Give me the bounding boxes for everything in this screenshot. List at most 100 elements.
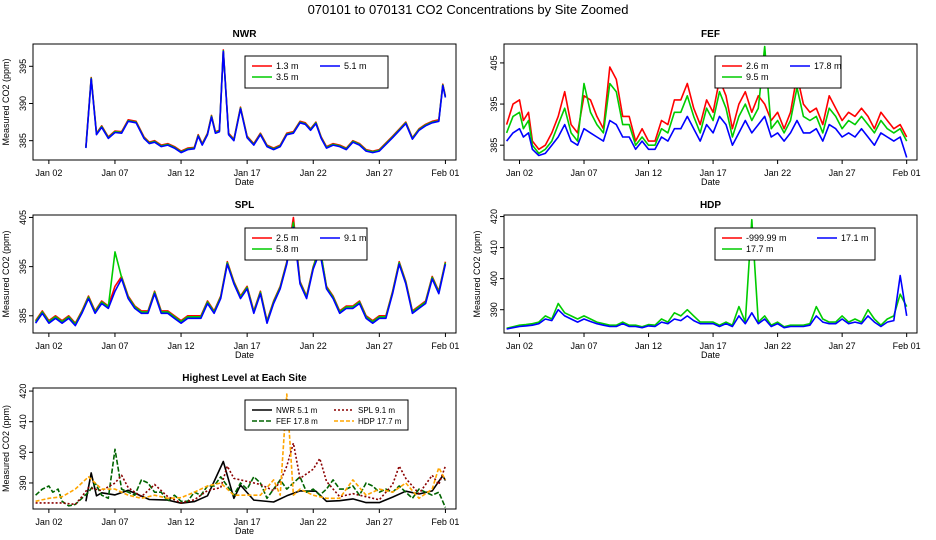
y-tick-label: 405: [18, 210, 28, 225]
legend-label: 5.8 m: [276, 244, 299, 254]
plot-frame: [503, 43, 918, 161]
legend-label: 3.5 m: [276, 72, 299, 82]
page-title: 070101 to 070131 CO2 Concentrations by S…: [308, 2, 629, 17]
legend-label: 2.5 m: [276, 233, 299, 243]
x-tick-label: Feb 01: [893, 341, 921, 351]
x-tick-label: Jan 17: [700, 168, 727, 178]
chart-panel-spl: SPL Jan 02 Jan 07 Jan 12 Jan 17 Jan 22 Jan 27 F…: [1, 200, 459, 360]
x-tick-label: Jan 02: [506, 341, 533, 351]
x-tick-label: Feb 01: [431, 168, 459, 178]
series-line-spl: [35, 442, 447, 506]
x-tick-label: Jan 22: [300, 168, 327, 178]
y-tick-label: 395: [489, 97, 499, 112]
x-tick-label: Jan 27: [829, 341, 856, 351]
y-tick-label: 390: [18, 96, 28, 111]
x-tick-label: Jan 22: [764, 341, 791, 351]
legend-label: FEF 17.8 m: [276, 417, 318, 426]
legend-label: 9.1 m: [344, 233, 367, 243]
x-axis-label: Date: [701, 350, 720, 360]
y-tick-label: 385: [489, 138, 499, 153]
y-axis-label: Measured CO2 (ppm): [1, 405, 11, 492]
series-line-17-8-m: [505, 115, 908, 158]
x-tick-label: Jan 22: [300, 517, 327, 527]
legend-label: NWR 5.1 m: [276, 406, 318, 415]
y-tick-label: 400: [18, 445, 28, 460]
chart-title: HDP: [700, 200, 721, 211]
x-axis-label: Date: [235, 177, 254, 187]
x-tick-label: Jan 07: [571, 341, 598, 351]
x-axis-label: Date: [235, 350, 254, 360]
legend-label: HDP 17.7 m: [358, 417, 402, 426]
y-tick-label: 385: [18, 308, 28, 323]
chart-title: SPL: [235, 200, 254, 211]
x-axis-label: Date: [701, 177, 720, 187]
x-tick-label: Jan 17: [234, 168, 261, 178]
x-tick-label: Jan 27: [829, 168, 856, 178]
y-tick-label: 395: [18, 59, 28, 74]
legend: 2.6 m9.5 m 17.8 m: [714, 55, 842, 89]
series-line-nwr: [85, 460, 447, 505]
legend-label: 2.6 m: [746, 61, 769, 71]
chart-panel-fef: FEF Jan 02 Jan 07 Jan 12 Jan 17 Jan 22 Jan 27 F…: [489, 29, 921, 187]
x-tick-label: Jan 12: [168, 341, 195, 351]
y-tick-label: 410: [18, 414, 28, 429]
legend-box: [244, 55, 389, 89]
series-line-5-1-m: [85, 50, 447, 154]
series-group: [35, 393, 447, 508]
x-tick-label: Jan 17: [234, 517, 261, 527]
x-tick-label: Jan 12: [168, 168, 195, 178]
chart-title: Highest Level at Each Site: [182, 373, 307, 384]
y-tick-label: 390: [18, 475, 28, 490]
chart-panel-hdp: HDP Jan 02 Jan 07 Jan 12 Jan 17 Jan 22 Jan 27 F…: [472, 200, 921, 360]
x-tick-label: Feb 01: [893, 168, 921, 178]
chart-title: NWR: [233, 29, 258, 40]
x-tick-label: Jan 12: [635, 168, 662, 178]
y-tick-label: 385: [18, 133, 28, 148]
x-tick-label: Jan 02: [35, 341, 62, 351]
series-line-17-7-m: [506, 218, 908, 330]
chart-panel-highest-level-at-each-site: Highest Level at Each Site Jan 02 Jan 07 Ja…: [1, 373, 459, 536]
x-tick-label: Jan 17: [234, 341, 261, 351]
x-tick-label: Jan 07: [571, 168, 598, 178]
legend-box: [714, 227, 876, 261]
series-line-9-5-m: [505, 45, 908, 155]
legend-label: SPL 9.1 m: [358, 406, 395, 415]
x-tick-label: Jan 07: [101, 341, 128, 351]
plot-frame: [32, 214, 457, 334]
legend-label: 5.1 m: [344, 61, 367, 71]
y-tick-label: 405: [489, 55, 499, 70]
y-axis-label: Measured CO2 (ppm): [1, 58, 11, 145]
series-line-hdp: [35, 393, 447, 503]
series-line-17-1-m: [506, 274, 908, 330]
y-tick-label: 410: [489, 240, 499, 255]
x-tick-label: Jan 02: [35, 517, 62, 527]
plot-frame: [503, 214, 918, 334]
legend-label: 17.7 m: [746, 244, 774, 254]
x-tick-label: Feb 01: [431, 341, 459, 351]
legend-label: 9.5 m: [746, 72, 769, 82]
legend-box: [244, 227, 368, 261]
x-tick-label: Jan 27: [366, 168, 393, 178]
x-tick-label: Feb 01: [431, 517, 459, 527]
legend-box: [244, 399, 409, 431]
legend-box: [714, 55, 842, 89]
series-group: [85, 49, 447, 154]
legend-label: 17.8 m: [814, 61, 842, 71]
x-tick-label: Jan 17: [700, 341, 727, 351]
x-axis-label: Date: [235, 526, 254, 536]
chart-panel-nwr: NWR Jan 02 Jan 07 Jan 12 Jan 17 Jan 22 Jan 27 F…: [1, 29, 459, 187]
series-group: [34, 216, 447, 327]
x-tick-label: Jan 02: [35, 168, 62, 178]
legend: -999.99 m17.7 m 17.1 m: [714, 227, 876, 261]
y-tick-label: 420: [18, 384, 28, 399]
x-tick-label: Jan 07: [101, 168, 128, 178]
y-tick-label: 390: [489, 302, 499, 317]
x-tick-label: Jan 27: [366, 517, 393, 527]
x-tick-label: Jan 22: [764, 168, 791, 178]
x-tick-label: Jan 12: [635, 341, 662, 351]
series-group: [506, 218, 908, 330]
x-tick-label: Jan 07: [101, 517, 128, 527]
legend: NWR 5.1 m FEF 17.8 m SPL 9.1 m HDP 17.7 m: [244, 399, 409, 431]
chart-title: FEF: [701, 29, 720, 40]
